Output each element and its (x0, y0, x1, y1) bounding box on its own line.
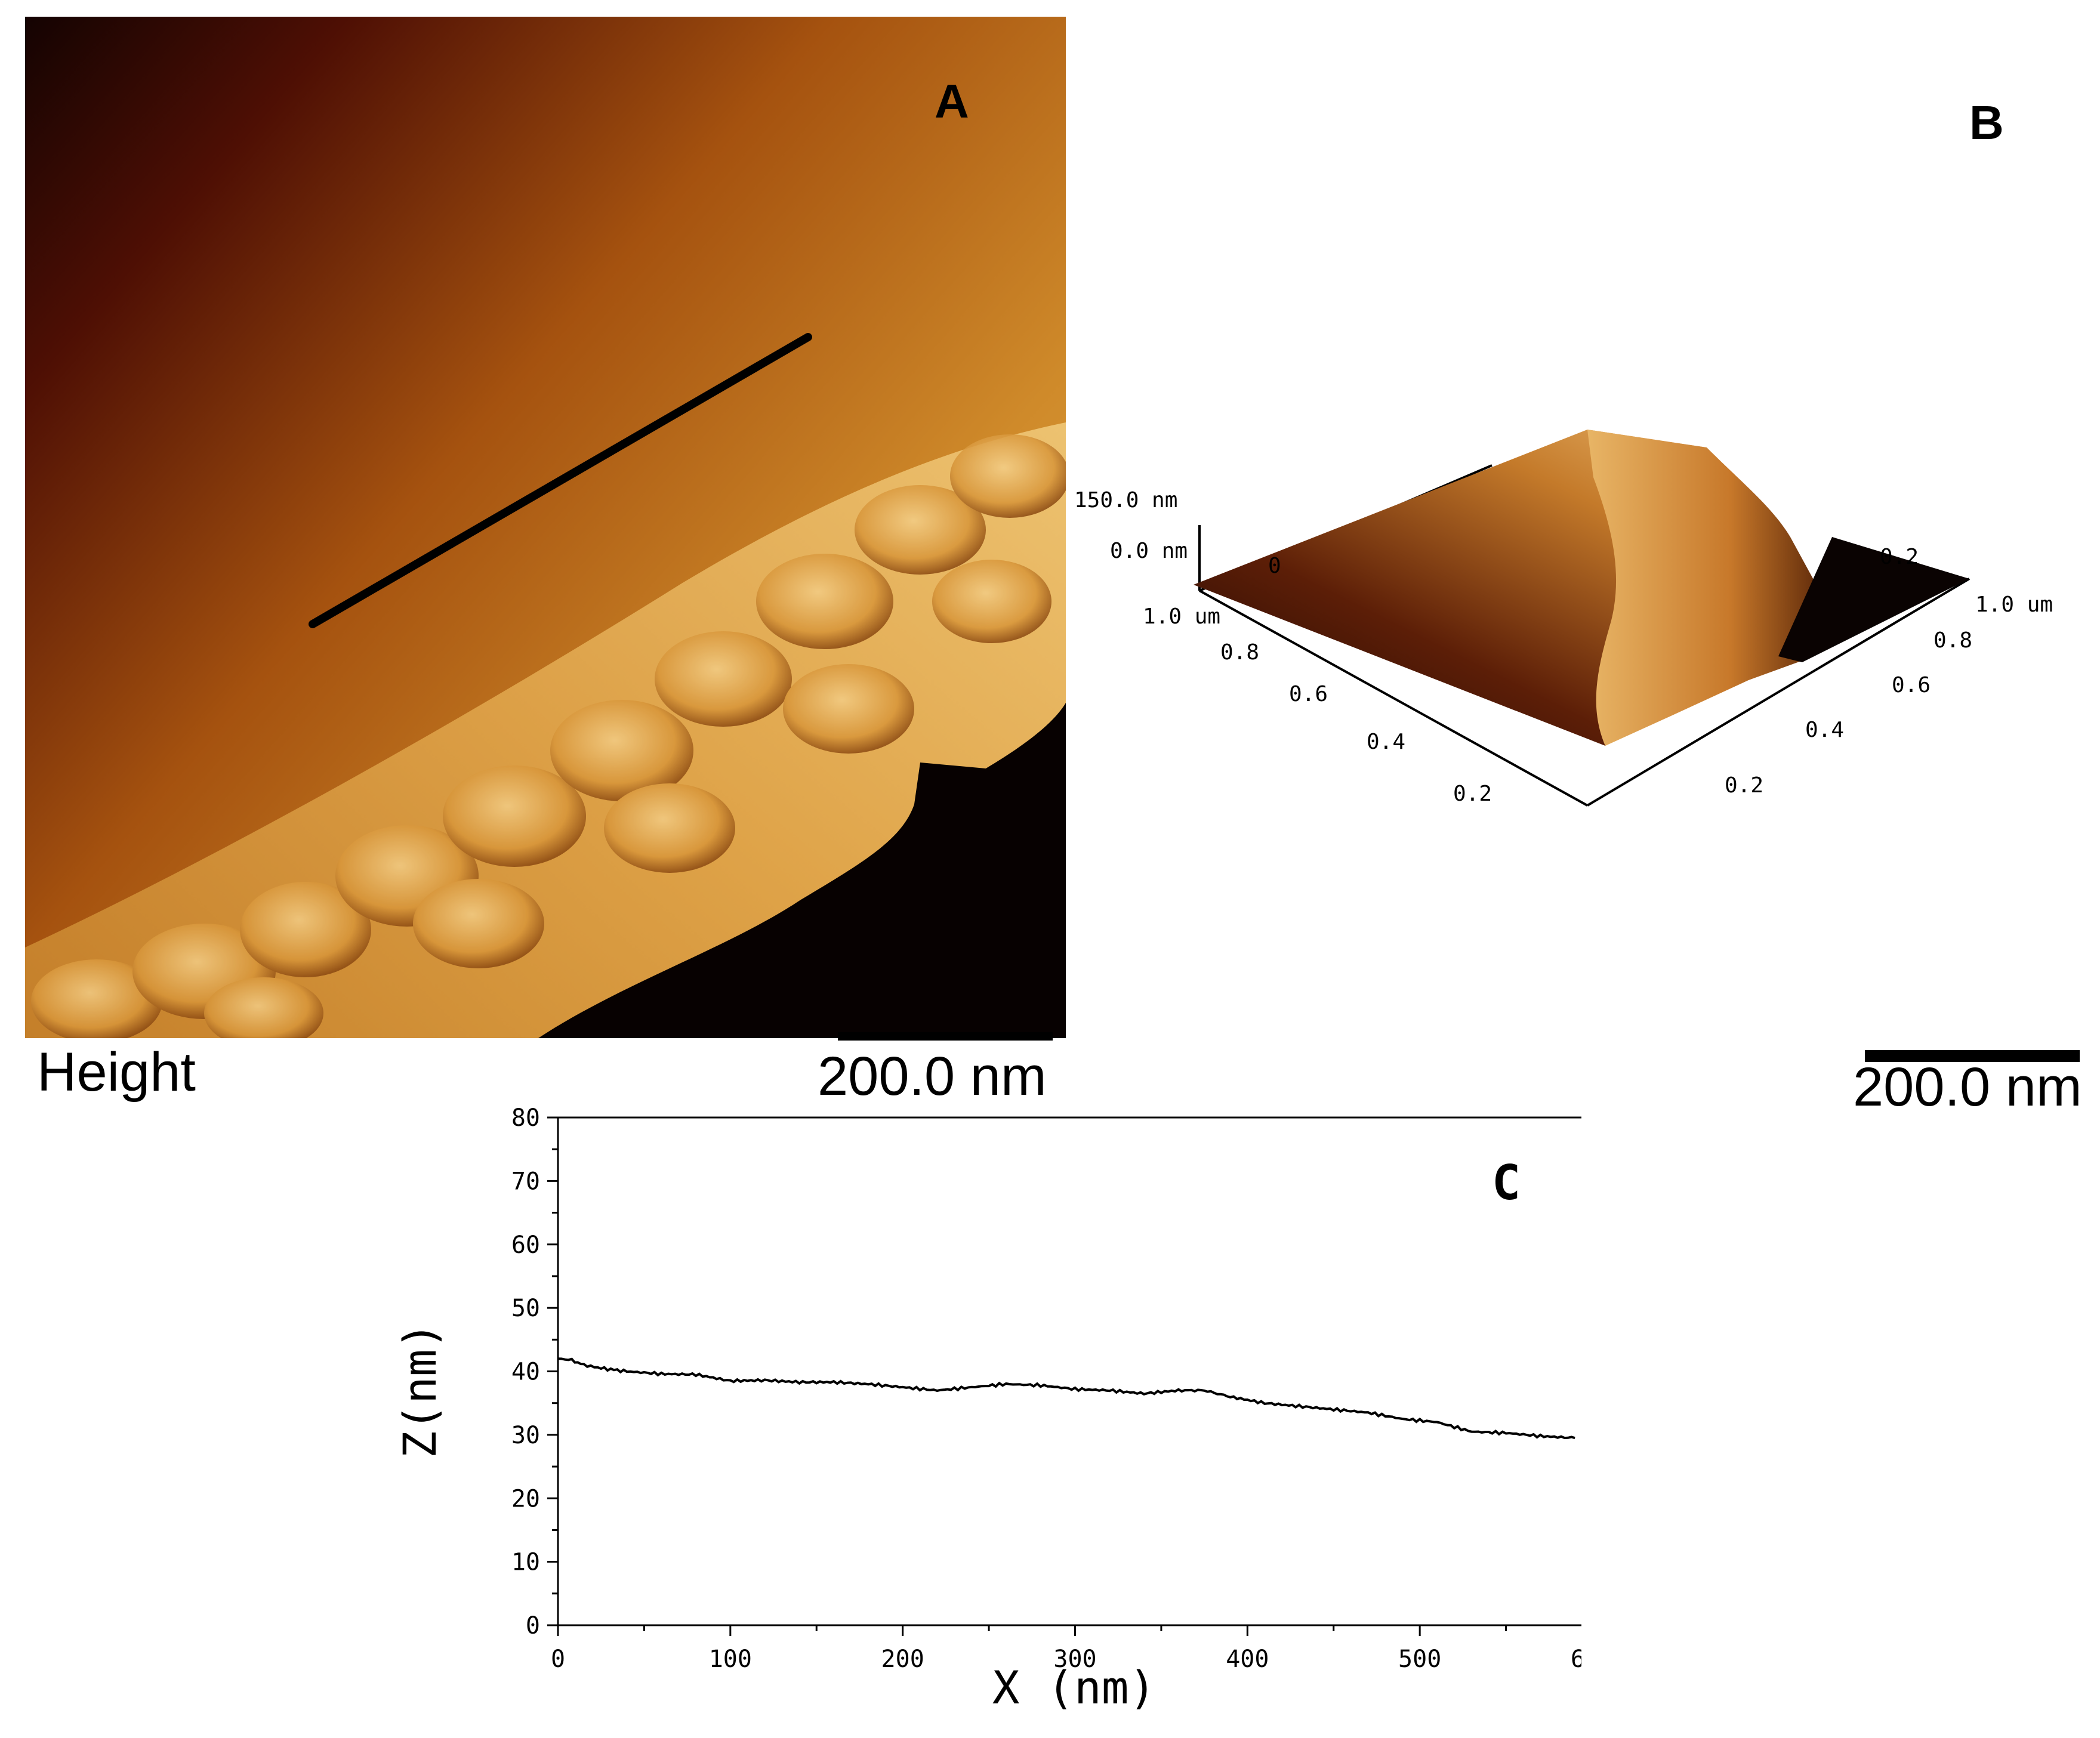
y-tick-label: 70 (511, 1168, 540, 1195)
y-tick-label: 30 (511, 1422, 540, 1449)
right-axis-label: 0.8 (1934, 628, 1972, 653)
y-tick-label: 10 (511, 1549, 540, 1576)
left-axis-label: 0.4 (1367, 730, 1405, 754)
y-tick-label: 60 (511, 1231, 540, 1259)
x-tick-label: 300 (1053, 1646, 1096, 1673)
right-axis-label: 0.4 (1805, 718, 1844, 742)
y-axis-label: Z(nm) (393, 1322, 446, 1459)
x-tick-label: 100 (709, 1646, 752, 1673)
x-tick-label: 0 (551, 1646, 565, 1673)
left-axis-label: 0.8 (1220, 640, 1259, 665)
y-tick-label: 20 (511, 1485, 540, 1512)
left-axis-label: 0.6 (1289, 682, 1328, 706)
left-axis-label: 1.0 um (1143, 604, 1220, 629)
right-axis-label: 1.0 um (1975, 592, 2053, 617)
x-tick-label: 200 (881, 1646, 924, 1673)
obscured-label: 0 (1268, 554, 1281, 578)
x-axis-label: X (nm) (992, 1661, 1157, 1714)
panel-b-scalebar (1865, 1050, 2080, 1062)
left-axis-label: 0.2 (1453, 782, 1492, 806)
z-label-zero: 0.0 nm (1110, 539, 1188, 563)
chart-letter: C (1492, 1155, 1521, 1211)
right-axis-label: 0.6 (1892, 673, 1931, 697)
panel-b-scale-label: 200.0 nm (1853, 1057, 2082, 1117)
panel-a-scalebar (838, 1032, 1053, 1041)
y-tick-label: 0 (526, 1612, 540, 1640)
back-axis-label: 0.2 (1880, 545, 1919, 569)
3d-substrate (1778, 537, 1969, 662)
profile-line (309, 333, 812, 628)
panel-a: A (25, 17, 1066, 1038)
plot-frame (557, 1116, 1581, 1626)
afm-height-image (25, 17, 1066, 1038)
profile-series-line (557, 1357, 1575, 1440)
z-label-top: 150.0 nm (1074, 488, 1177, 513)
3d-surface-edge (1587, 430, 1826, 746)
y-tick-label: 40 (511, 1359, 540, 1386)
panel-a-scale-label: 200.0 nm (818, 1046, 1047, 1107)
afm-3d-view: 150.0 nm 0.0 nm 0 0.2 1.0 um 0.8 0.6 0.4… (1074, 430, 2053, 807)
afm-substrate (538, 703, 1066, 1038)
x-tick-label: 400 (1226, 1646, 1269, 1673)
x-tick-label: 500 (1398, 1646, 1441, 1673)
panel-a-letter: A (935, 75, 969, 128)
y-tick-label: 50 (511, 1295, 540, 1322)
right-axis-label: 0.2 (1725, 773, 1763, 798)
panel-a-caption: Height (37, 1042, 196, 1103)
x-tick-label: 600 (1571, 1646, 1581, 1673)
y-tick-label: 80 (511, 1104, 540, 1132)
afm-grains (31, 434, 1066, 1038)
panel-b-letter: B (1969, 96, 2004, 149)
